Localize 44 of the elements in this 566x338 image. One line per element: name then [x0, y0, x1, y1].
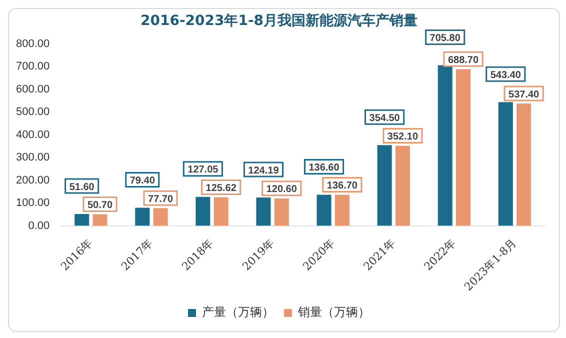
bar [92, 214, 108, 226]
data-label: 79.40 [130, 175, 156, 186]
data-label: 51.60 [69, 182, 95, 193]
bar [153, 208, 168, 226]
data-label: 125.62 [206, 182, 237, 194]
y-tick-label: 700.00 [16, 60, 50, 73]
data-label: 124.19 [248, 165, 280, 176]
bar [316, 194, 332, 226]
bar [456, 69, 471, 226]
y-tick-label: 300.00 [16, 152, 50, 164]
bar [377, 145, 392, 226]
chart-title: 2016-2023年1-8月我国新能源汽车产销量 [140, 12, 418, 30]
data-label: 543.40 [490, 70, 522, 81]
bar [256, 198, 271, 226]
data-label: 127.05 [188, 164, 219, 176]
bar [498, 102, 513, 226]
data-label: 705.80 [430, 32, 461, 44]
data-label: 352.10 [387, 131, 418, 142]
bar [334, 194, 350, 226]
data-label: 688.70 [448, 54, 479, 66]
y-tick-label: 500.00 [16, 106, 50, 118]
y-tick-label: 100.00 [16, 197, 50, 210]
y-tick-label: 400.00 [16, 128, 50, 141]
bar [74, 214, 90, 226]
y-tick-label: 600.00 [16, 83, 50, 96]
legend-label: 产量（万辆） [202, 305, 274, 320]
y-tick-label: 800.00 [16, 38, 50, 50]
y-tick-label: 0.00 [28, 220, 50, 232]
legend-label: 销量（万辆） [297, 305, 370, 320]
data-label: 354.50 [369, 112, 400, 124]
bar [395, 146, 410, 226]
y-tick-label: 200.00 [16, 174, 50, 186]
data-label: 50.70 [87, 200, 113, 212]
data-label: 136.70 [326, 180, 358, 192]
data-label: 136.60 [308, 162, 340, 174]
bar [135, 208, 150, 226]
bar [438, 65, 452, 226]
data-label: 120.60 [266, 184, 298, 196]
bar [214, 197, 228, 226]
bar [516, 104, 532, 226]
data-label: 77.70 [148, 194, 174, 205]
bar [196, 196, 210, 226]
bar [274, 198, 289, 226]
data-label: 537.40 [508, 89, 540, 100]
